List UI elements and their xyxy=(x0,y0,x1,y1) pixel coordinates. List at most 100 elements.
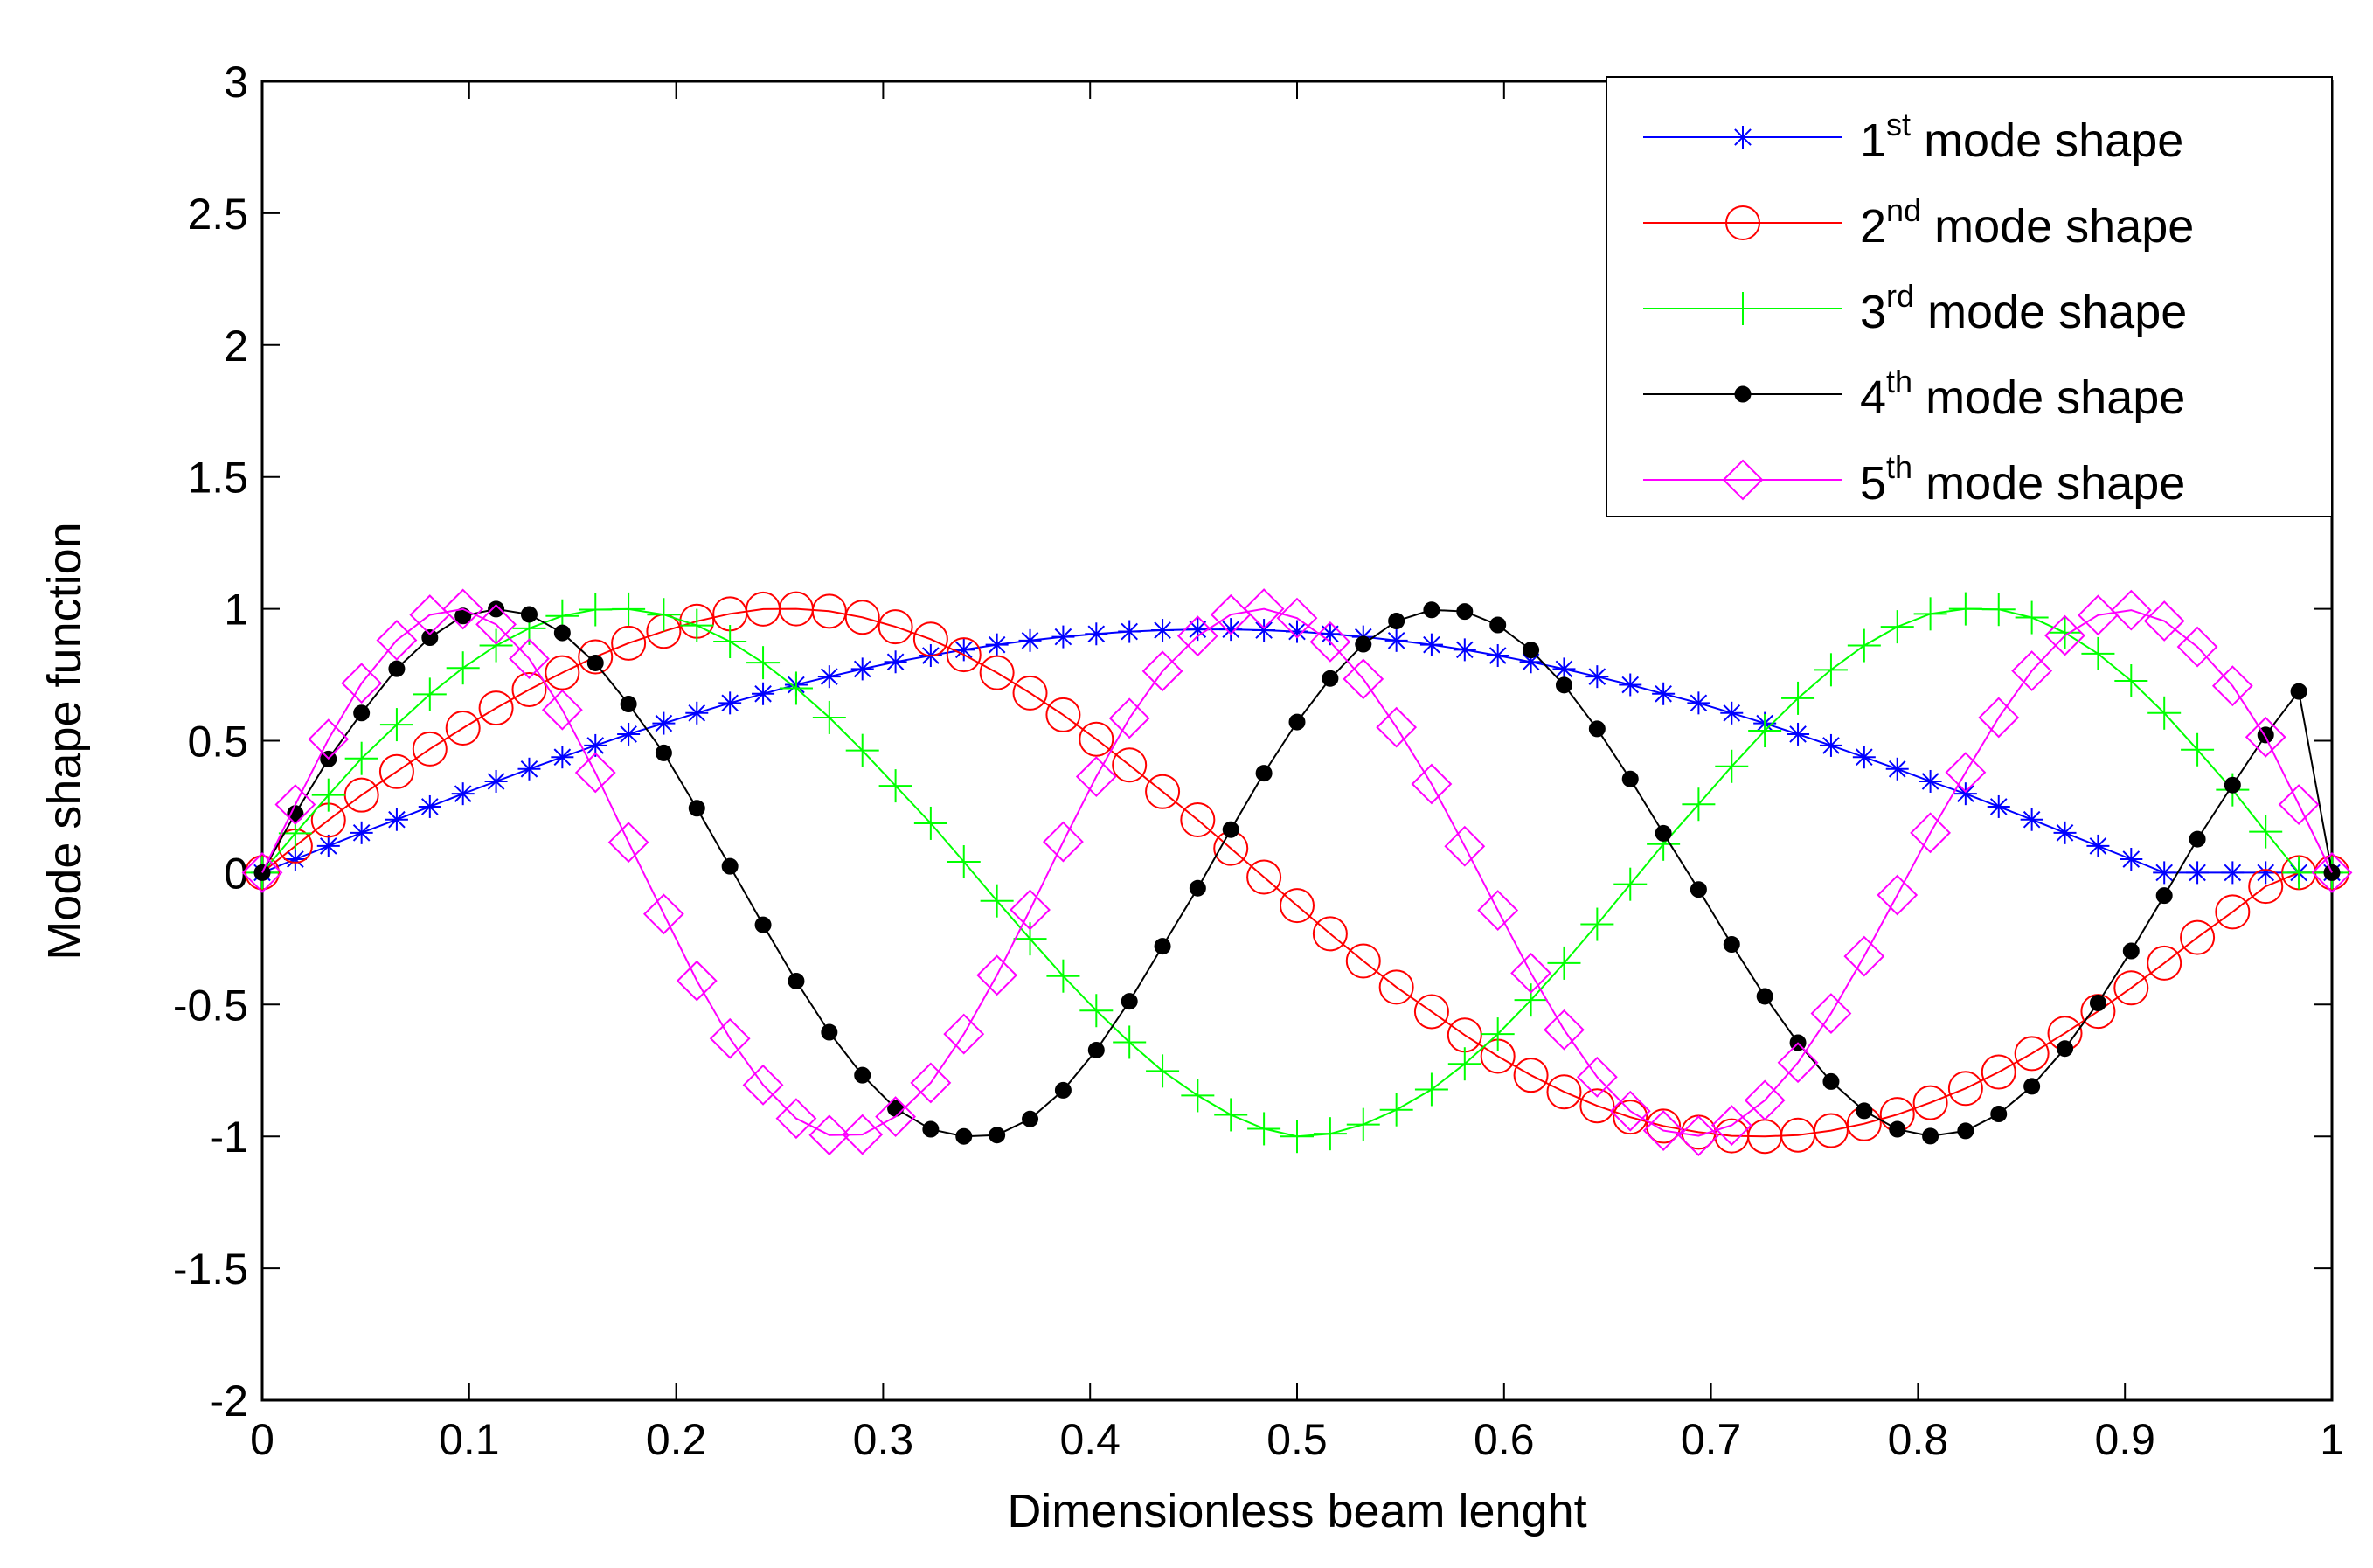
legend-entry: 5th mode shape xyxy=(1643,449,2185,510)
data-point xyxy=(1547,946,1581,980)
data-point xyxy=(274,784,316,825)
data-point xyxy=(1413,994,1449,1030)
data-point xyxy=(1145,774,1181,809)
data-point xyxy=(1947,1071,1983,1107)
data-point xyxy=(1748,714,1782,748)
x-tick-label: 1 xyxy=(2320,1415,2344,1464)
data-point xyxy=(1376,706,1418,748)
data-point xyxy=(1414,1072,1448,1107)
series-layer xyxy=(241,588,2353,1157)
data-point xyxy=(1222,821,1239,838)
data-point xyxy=(878,609,913,645)
data-point xyxy=(1010,889,1051,931)
data-point xyxy=(1682,787,1716,822)
legend-label: 1st mode shape xyxy=(1860,107,2183,167)
data-point xyxy=(353,704,371,722)
data-point xyxy=(2181,732,2215,767)
data-point xyxy=(2053,821,2077,844)
data-point xyxy=(1243,588,1285,630)
data-point xyxy=(1046,959,1080,993)
data-point xyxy=(1723,935,1740,953)
data-point xyxy=(1051,625,1075,649)
data-point xyxy=(378,753,414,789)
data-point xyxy=(1355,635,1372,653)
data-point xyxy=(878,769,912,803)
data-point xyxy=(445,711,481,746)
data-point xyxy=(1214,1098,1248,1132)
data-point xyxy=(1720,701,1744,725)
data-point xyxy=(985,633,1009,656)
axis-ticks: 0 0.1 0.2 0.3 0.4 0.5 0.6 0.7 0.8 0.9 1 -2 -1.5 -1 -0.… xyxy=(173,58,2344,1464)
data-point xyxy=(341,663,383,704)
y-tick-label: -1.5 xyxy=(173,1245,248,1294)
data-point xyxy=(817,665,841,689)
data-point xyxy=(442,588,484,630)
data-point xyxy=(308,718,350,760)
data-point xyxy=(1715,749,1749,783)
data-point xyxy=(1981,1054,2016,1090)
data-point xyxy=(1990,1106,2008,1123)
data-point xyxy=(946,637,982,673)
data-point xyxy=(2023,1078,2041,1095)
data-point xyxy=(1756,988,1773,1005)
data-point xyxy=(1880,610,1914,644)
y-tick-label: -1 xyxy=(210,1113,248,1162)
data-point xyxy=(2248,869,2284,905)
data-point xyxy=(1112,747,1148,783)
data-point xyxy=(1781,681,1815,715)
data-point xyxy=(379,708,413,742)
series-line xyxy=(261,607,2332,1138)
data-point xyxy=(875,1096,917,1137)
data-point xyxy=(2155,887,2173,905)
data-point xyxy=(1276,597,1318,639)
data-point xyxy=(611,625,647,661)
data-point xyxy=(754,916,772,933)
data-point xyxy=(979,655,1015,690)
data-point xyxy=(709,1017,751,1059)
data-point xyxy=(1411,763,1453,805)
data-point xyxy=(947,845,981,879)
data-point xyxy=(1787,722,1810,746)
series-line xyxy=(261,607,2333,1137)
data-point xyxy=(1085,622,1108,646)
data-point xyxy=(1477,890,1519,931)
data-point xyxy=(2186,861,2210,885)
data-point xyxy=(1108,697,1150,739)
data-point xyxy=(551,746,574,769)
data-point xyxy=(1181,1079,1215,1113)
data-point xyxy=(1777,1042,1819,1084)
data-point xyxy=(1889,1120,1906,1138)
data-point xyxy=(1690,881,1707,898)
data-point xyxy=(1613,1100,1648,1135)
data-point xyxy=(1012,675,1048,711)
data-point xyxy=(1813,1113,1849,1148)
data-point xyxy=(1585,665,1609,689)
data-point xyxy=(2224,776,2241,794)
data-point xyxy=(1948,592,1982,626)
x-tick-label: 0.4 xyxy=(1059,1415,1121,1464)
data-point xyxy=(913,806,947,840)
y-tick-label: 0.5 xyxy=(187,718,248,767)
data-point xyxy=(612,592,646,626)
data-point xyxy=(1489,616,1507,634)
legend-marker xyxy=(1734,385,1752,403)
data-point xyxy=(1913,597,1947,631)
y-tick-label: 1 xyxy=(224,586,248,635)
data-point xyxy=(2015,600,2049,635)
x-tick-label: 0.3 xyxy=(853,1415,914,1464)
data-point xyxy=(721,857,739,875)
data-point xyxy=(2113,970,2149,1006)
data-point xyxy=(884,650,907,674)
data-point xyxy=(1677,1115,1719,1157)
legend-box xyxy=(1606,76,2333,517)
data-point xyxy=(1877,874,1919,916)
data-point xyxy=(421,628,439,646)
data-point xyxy=(746,646,781,680)
data-point xyxy=(311,778,345,812)
data-point xyxy=(2122,942,2140,960)
data-point xyxy=(541,689,583,731)
data-point xyxy=(1045,697,1081,732)
data-point xyxy=(586,654,604,671)
data-point xyxy=(2180,919,2216,955)
data-point xyxy=(241,851,283,893)
